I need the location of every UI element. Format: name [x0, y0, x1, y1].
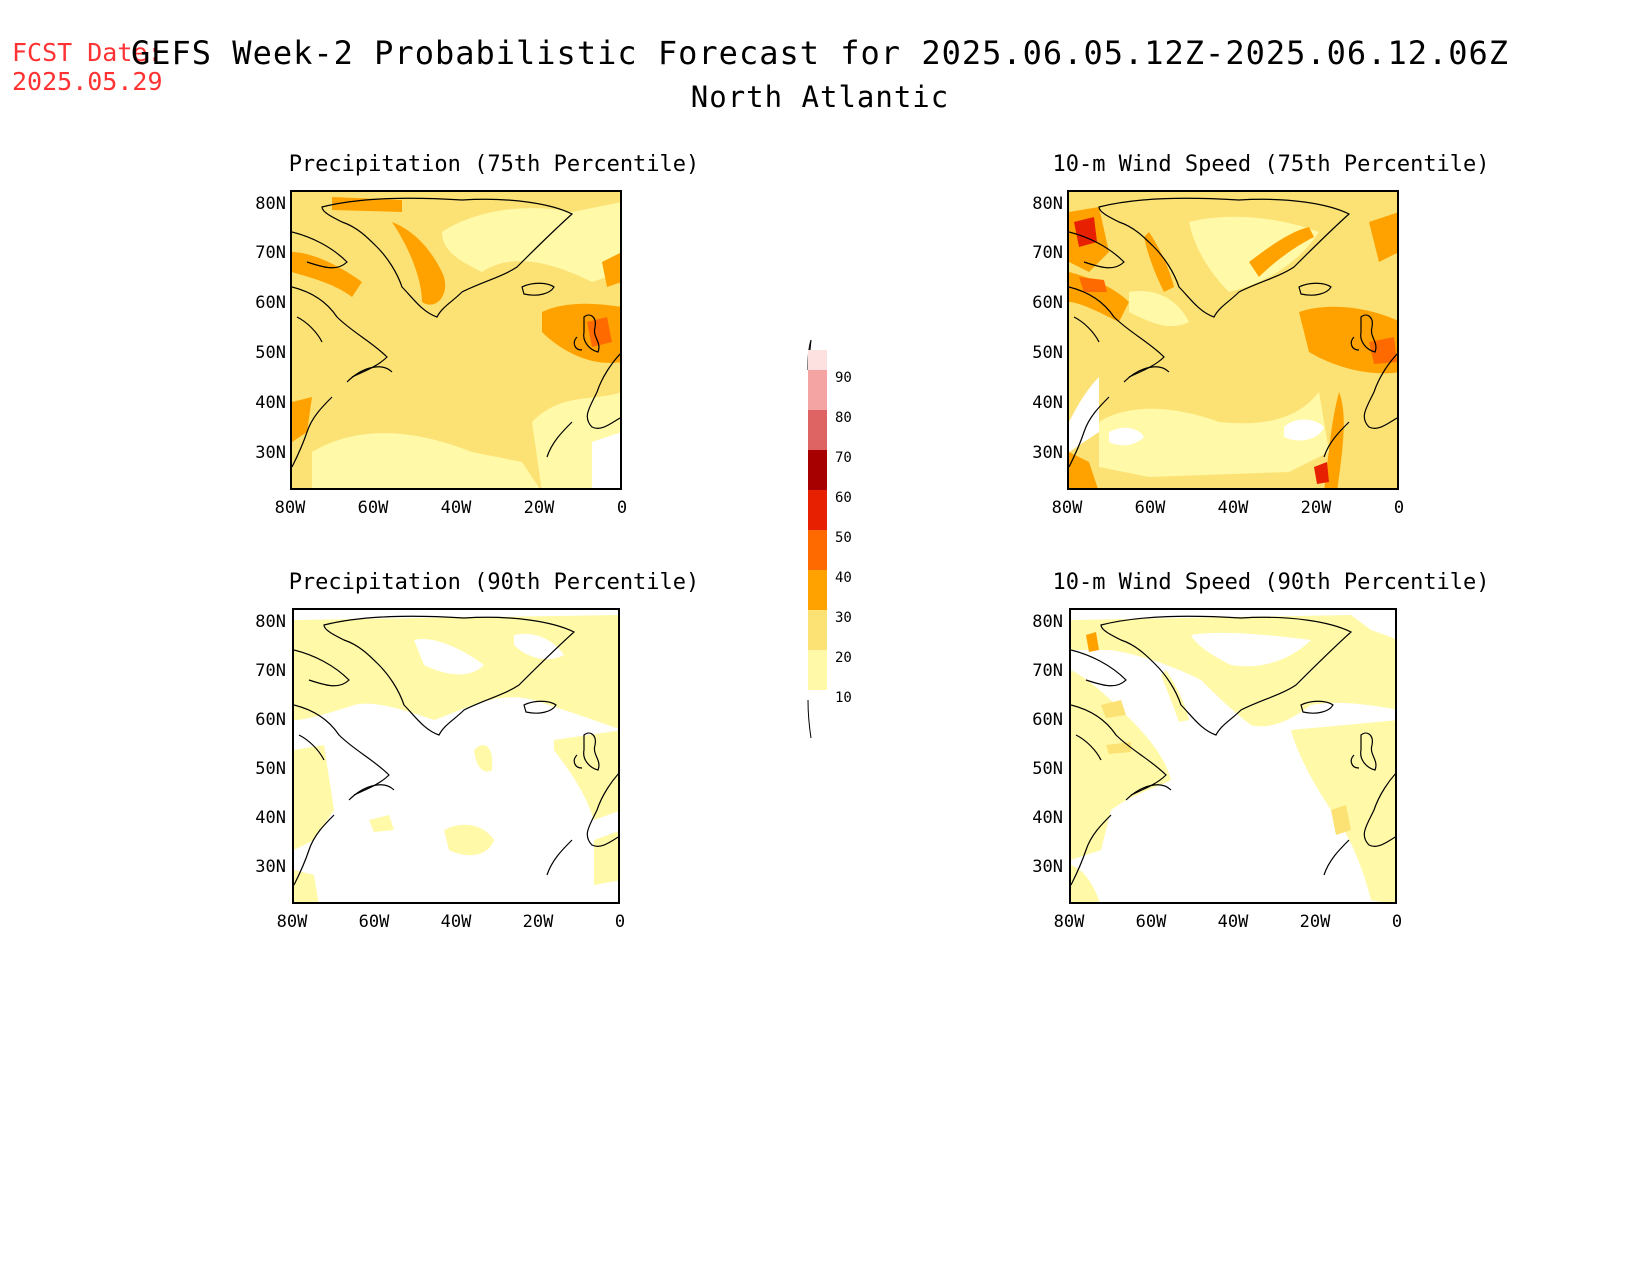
main-title: GEFS Week-2 Probabilistic Forecast for 2… [130, 34, 1510, 72]
colorbar-swatch [808, 410, 827, 450]
forecast-date-block: FCST Date: 2025.05.29 [12, 38, 163, 96]
colorbar-label: 90 [835, 370, 852, 386]
lon-label: 60W [358, 912, 390, 932]
map-wind-75 [1067, 190, 1399, 490]
page-title: GEFS Week-2 Probabilistic Forecast for 2… [0, 34, 1640, 114]
lat-label: 30N [255, 443, 286, 463]
colorbar-label: 30 [835, 610, 852, 626]
panel-wind-75: 10-m Wind Speed (75th Percentile) [1027, 152, 1547, 572]
lon-label: 60W [1134, 498, 1166, 518]
lat-label: 70N [255, 661, 286, 681]
lon-label: 40W [440, 912, 472, 932]
region-title: North Atlantic [690, 80, 950, 114]
panel-precip-90: Precipitation (90th Percentile) [250, 570, 770, 990]
colorbar-label: 80 [835, 410, 852, 426]
lon-label: 80W [1051, 498, 1083, 518]
map-wind-90 [1069, 608, 1397, 904]
lat-label: 70N [1032, 661, 1063, 681]
lon-label: 20W [522, 912, 554, 932]
panel-wind-90: 10-m Wind Speed (90th Percentile) [1027, 570, 1547, 990]
lon-label: 0 [1393, 498, 1405, 518]
lon-label: 40W [1217, 912, 1249, 932]
lat-label: 70N [1032, 243, 1063, 263]
colorbar: 90 80 70 60 50 40 30 20 10 [805, 340, 885, 740]
panel-title: Precipitation (75th Percentile) [288, 152, 700, 177]
lon-label: 80W [276, 912, 308, 932]
lat-label: 50N [1032, 343, 1063, 363]
colorbar-label: 60 [835, 490, 852, 506]
lat-label: 50N [1032, 759, 1063, 779]
map-precip-90 [292, 608, 620, 904]
lat-label: 30N [1032, 857, 1063, 877]
lat-label: 30N [1032, 443, 1063, 463]
colorbar-swatch [808, 650, 827, 690]
map-layer [292, 192, 620, 488]
colorbar-swatch [808, 350, 827, 370]
colorbar-label: 50 [835, 530, 852, 546]
lat-label: 60N [1032, 293, 1063, 313]
lon-label: 80W [274, 498, 306, 518]
lon-label: 40W [440, 498, 472, 518]
lat-label: 60N [255, 710, 286, 730]
lon-label: 0 [1391, 912, 1403, 932]
map-layer [294, 610, 618, 902]
map-layer [1069, 192, 1397, 488]
colorbar-swatch [808, 530, 827, 570]
lat-label: 80N [255, 612, 286, 632]
lon-label: 0 [616, 498, 628, 518]
lon-label: 60W [1135, 912, 1167, 932]
lon-label: 0 [614, 912, 626, 932]
lat-label: 40N [255, 808, 286, 828]
lat-label: 60N [1032, 710, 1063, 730]
lon-label: 20W [1300, 498, 1332, 518]
map-precip-75 [290, 190, 622, 490]
lat-label: 40N [1032, 393, 1063, 413]
colorbar-label: 70 [835, 450, 852, 466]
panel-precip-75: Precipitation (75th Percentile) [250, 152, 770, 572]
panel-title: 10-m Wind Speed (90th Percentile) [1052, 570, 1490, 595]
colorbar-swatch [808, 570, 827, 610]
lat-label: 70N [255, 243, 286, 263]
colorbar-swatch [808, 370, 827, 410]
lon-label: 60W [357, 498, 389, 518]
lat-label: 40N [1032, 808, 1063, 828]
lat-label: 80N [255, 194, 286, 214]
lat-label: 80N [1032, 612, 1063, 632]
panel-title: Precipitation (90th Percentile) [288, 570, 700, 595]
colorbar-label: 20 [835, 650, 852, 666]
lat-label: 40N [255, 393, 286, 413]
lat-label: 80N [1032, 194, 1063, 214]
lon-label: 20W [523, 498, 555, 518]
panel-title: 10-m Wind Speed (75th Percentile) [1052, 152, 1490, 177]
lon-label: 80W [1053, 912, 1085, 932]
colorbar-label: 10 [835, 690, 852, 706]
lat-label: 50N [255, 759, 286, 779]
lat-label: 50N [255, 343, 286, 363]
lat-label: 30N [255, 857, 286, 877]
lat-label: 60N [255, 293, 286, 313]
lon-label: 20W [1299, 912, 1331, 932]
forecast-date-label: FCST Date: [12, 38, 163, 67]
colorbar-swatch [808, 450, 827, 490]
lon-label: 40W [1217, 498, 1249, 518]
forecast-date-value: 2025.05.29 [12, 67, 163, 96]
colorbar-swatch [808, 610, 827, 650]
colorbar-label: 40 [835, 570, 852, 586]
colorbar-swatch [808, 490, 827, 530]
map-layer [1071, 610, 1395, 902]
